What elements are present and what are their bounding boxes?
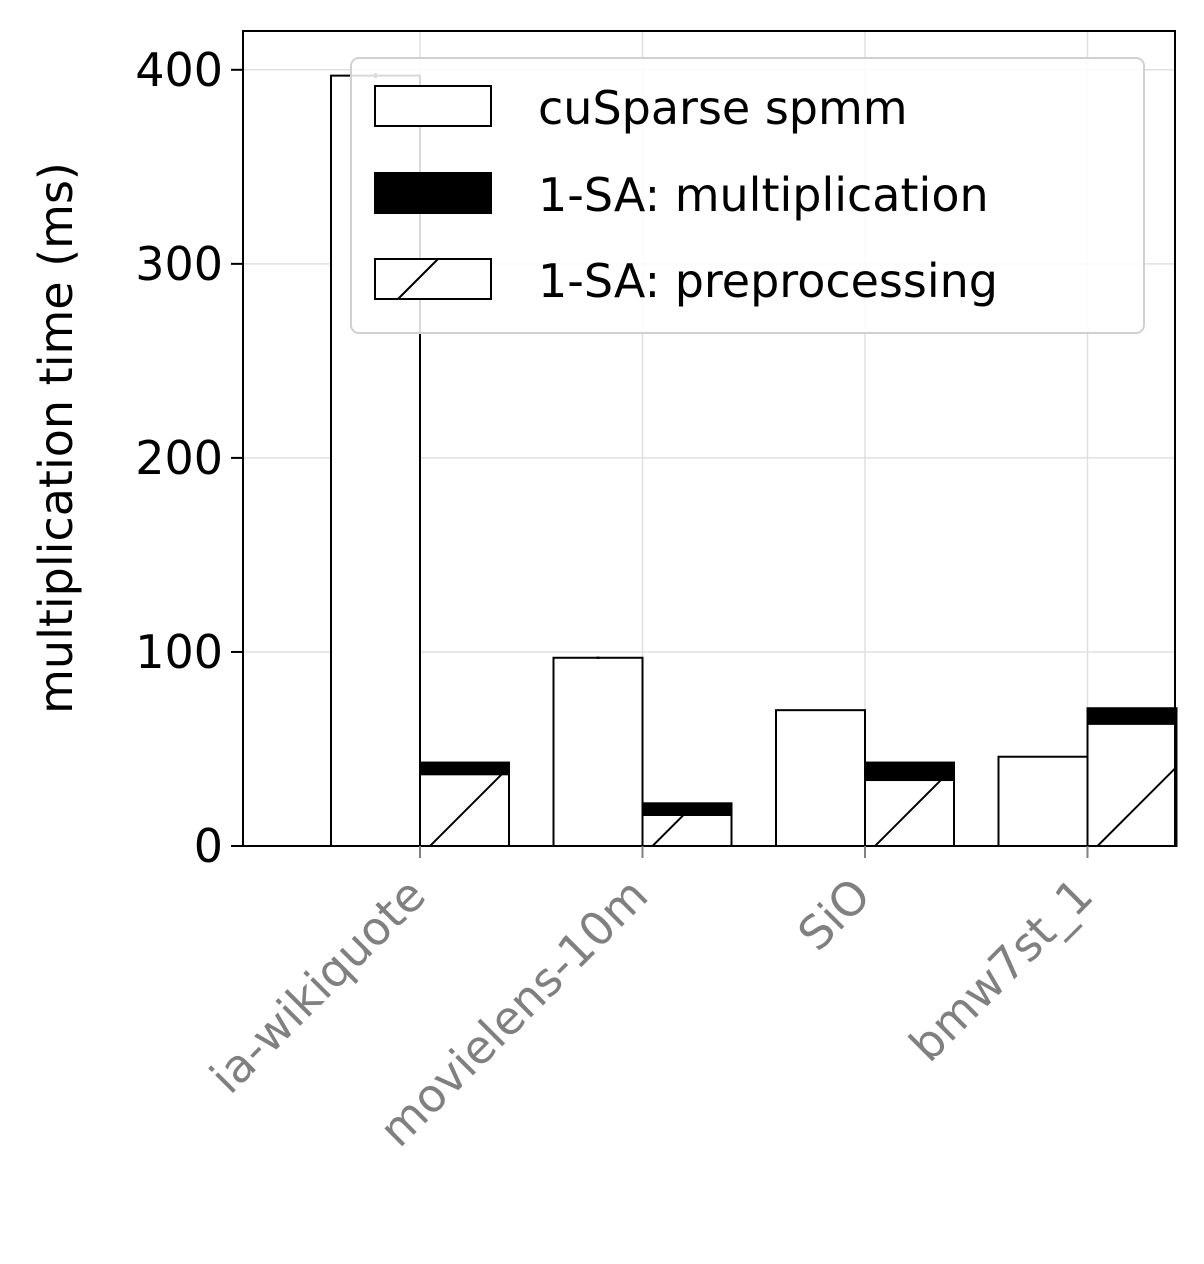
legend-label-multiplication: 1-SA: multiplication [538, 168, 989, 222]
legend-frame [350, 57, 1145, 334]
x-tick-label: SiO [787, 868, 880, 961]
y-tick-label: 0 [194, 819, 223, 873]
hatch-line [428, 774, 504, 847]
legend: cuSparse spmm 1-SA: multiplication 1-SA:… [350, 57, 1145, 334]
y-tick-label: 400 [135, 43, 223, 97]
y-tick-label: 300 [135, 237, 223, 291]
hatch-line [873, 780, 943, 846]
bar-cusparse [552, 656, 644, 847]
legend-swatch-preprocessing [374, 258, 492, 300]
bar-cusparse [997, 755, 1089, 847]
bar-multiplication [641, 802, 733, 816]
hatch-preprocessing [428, 774, 504, 847]
bar-multiplication [1086, 707, 1178, 725]
legend-swatch-cusparse [374, 85, 492, 127]
hatch-line [1096, 765, 1177, 846]
y-axis: 0 100 200 300 400 [135, 43, 243, 873]
legend-swatch-multiplication [374, 172, 492, 214]
bar-preprocessing [864, 779, 955, 847]
bar-cusparse [775, 709, 866, 848]
y-axis-title: multiplication time (ms) [29, 162, 83, 714]
hatch-preprocessing [873, 780, 943, 846]
legend-label-cusparse: cuSparse spmm [538, 81, 908, 135]
legend-item-multiplication: 1-SA: multiplication [374, 168, 989, 222]
bar-multiplication [419, 761, 510, 776]
y-tick-label: 100 [135, 625, 223, 679]
x-tick-label: ia-wikiquote [199, 868, 435, 1104]
x-tick-label: bmw7st_1 [899, 868, 1103, 1072]
legend-label-preprocessing: 1-SA: preprocessing [538, 254, 998, 308]
legend-item-cusparse: cuSparse spmm [374, 81, 908, 135]
bar-multiplication [864, 761, 955, 782]
y-tick-label: 200 [135, 431, 223, 485]
plot-frame [242, 30, 1176, 847]
legend-swatch-hatch [397, 258, 439, 300]
legend-item-preprocessing: 1-SA: preprocessing [374, 254, 998, 308]
bar-preprocessing [1086, 722, 1178, 847]
hatch-preprocessing [1096, 765, 1177, 846]
